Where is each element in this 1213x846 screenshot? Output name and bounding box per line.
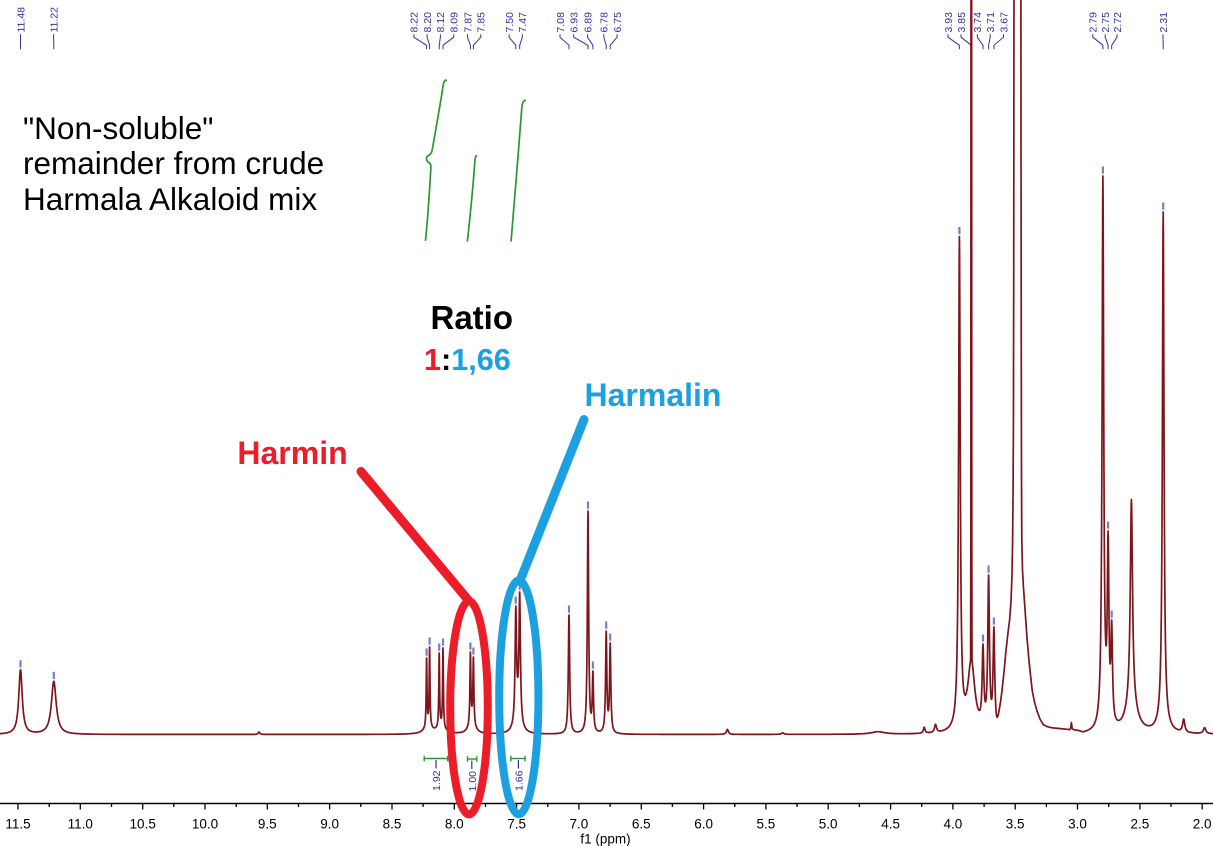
- svg-text:11.5: 11.5: [5, 817, 30, 832]
- svg-text:11.0: 11.0: [68, 817, 93, 832]
- svg-text:7.5: 7.5: [507, 817, 526, 832]
- svg-text:1.92: 1.92: [431, 770, 443, 791]
- svg-text:7.0: 7.0: [570, 817, 589, 832]
- svg-text:11.48: 11.48: [15, 7, 27, 33]
- svg-text:1.00: 1.00: [467, 771, 479, 792]
- svg-text:7.87: 7.87: [462, 12, 474, 33]
- svg-text:2.31: 2.31: [1158, 12, 1170, 33]
- svg-text:9.5: 9.5: [258, 817, 277, 832]
- svg-text:3.67: 3.67: [998, 12, 1010, 33]
- svg-text:3.0: 3.0: [1068, 817, 1087, 832]
- svg-text:2.79: 2.79: [1088, 12, 1100, 33]
- svg-text:10.0: 10.0: [192, 817, 218, 832]
- svg-text:8.22: 8.22: [409, 12, 421, 33]
- svg-text:6.75: 6.75: [612, 12, 624, 33]
- svg-text:11.22: 11.22: [48, 7, 60, 33]
- svg-text:9.0: 9.0: [320, 817, 339, 832]
- svg-text:3.71: 3.71: [985, 12, 997, 33]
- svg-text:4.5: 4.5: [881, 817, 900, 832]
- svg-text:10.5: 10.5: [130, 817, 156, 832]
- svg-text:6.78: 6.78: [599, 12, 611, 33]
- svg-text:2.0: 2.0: [1193, 817, 1212, 832]
- svg-text:6.0: 6.0: [694, 817, 713, 832]
- svg-text:3.93: 3.93: [943, 12, 955, 33]
- svg-text:8.20: 8.20: [422, 12, 434, 33]
- svg-text:2.5: 2.5: [1131, 817, 1150, 832]
- svg-text:4.0: 4.0: [944, 817, 963, 832]
- svg-text:2.72: 2.72: [1112, 12, 1124, 33]
- svg-text:6.5: 6.5: [632, 817, 651, 832]
- svg-text:7.08: 7.08: [555, 12, 567, 33]
- svg-text:f1 (ppm): f1 (ppm): [580, 832, 630, 846]
- svg-text:8.0: 8.0: [445, 817, 464, 832]
- svg-text:1.66: 1.66: [513, 770, 525, 791]
- svg-text:5.5: 5.5: [757, 817, 776, 832]
- svg-text:3.5: 3.5: [1006, 817, 1025, 832]
- svg-text:2.75: 2.75: [1100, 12, 1112, 33]
- svg-text:6.89: 6.89: [582, 12, 594, 33]
- svg-text:7.85: 7.85: [476, 12, 488, 33]
- svg-text:8.12: 8.12: [435, 12, 447, 33]
- svg-text:7.47: 7.47: [517, 12, 529, 33]
- svg-text:8.5: 8.5: [383, 817, 402, 832]
- svg-text:7.50: 7.50: [504, 12, 516, 33]
- svg-text:5.0: 5.0: [819, 817, 838, 832]
- svg-text:3.74: 3.74: [972, 12, 984, 33]
- svg-text:6.93: 6.93: [569, 12, 581, 33]
- svg-text:8.09: 8.09: [449, 12, 461, 33]
- svg-text:3.85: 3.85: [956, 12, 968, 33]
